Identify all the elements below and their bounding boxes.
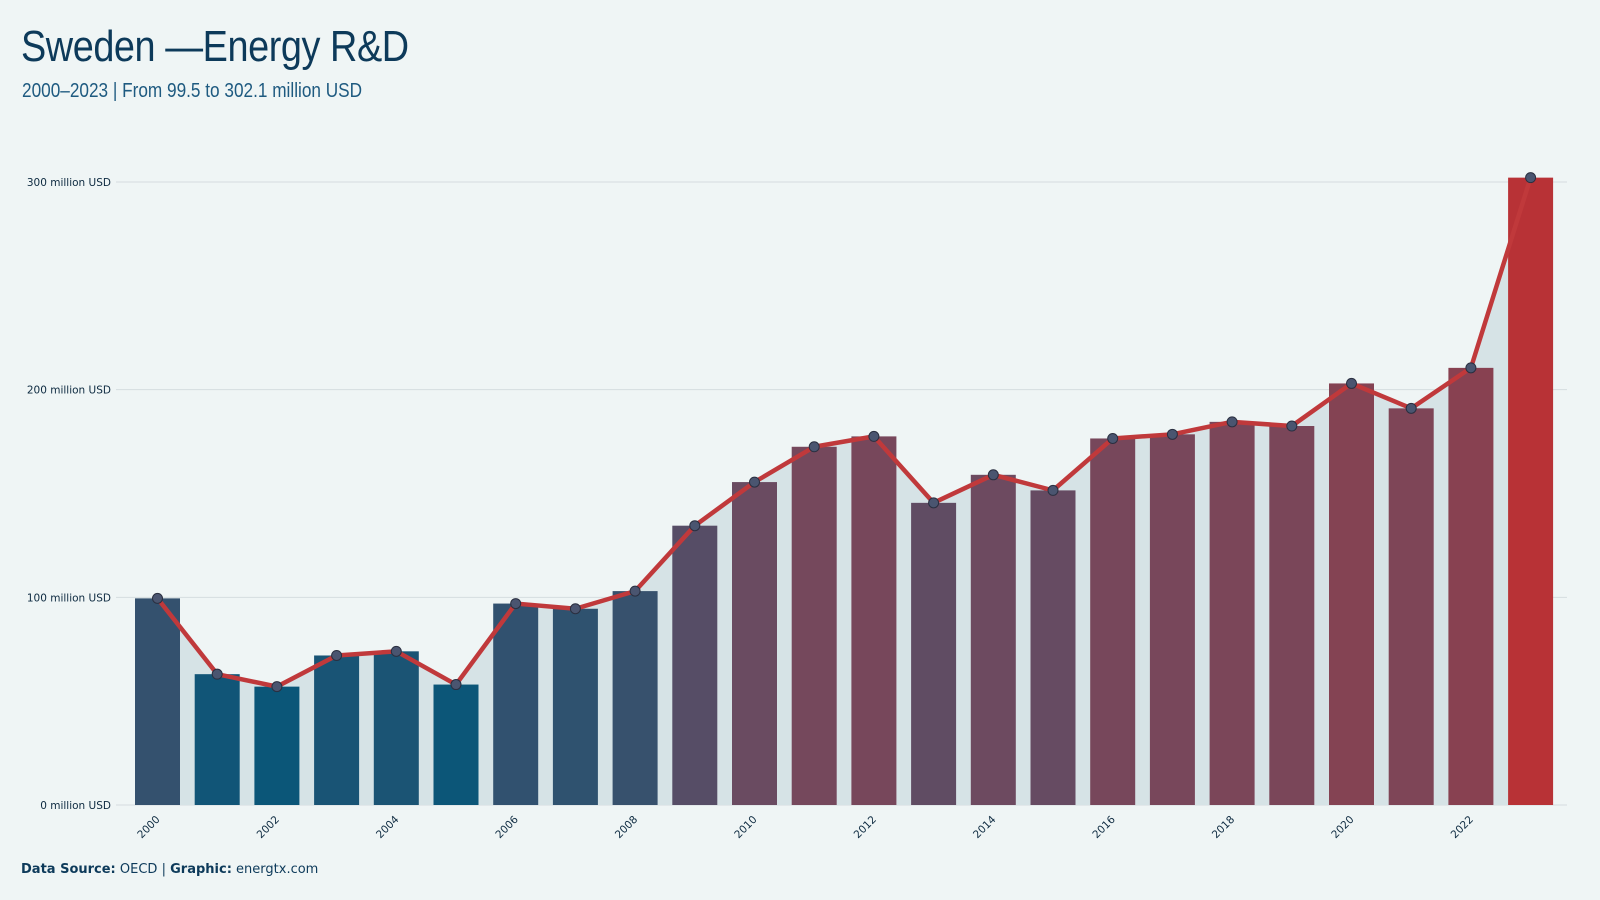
point-2008 <box>629 585 641 597</box>
bar-2013 <box>911 502 957 805</box>
x-axis-ticks: 2000 2002 2004 2006 2008 2010 2012 2014 2016 2018… <box>135 813 1476 841</box>
x-tick-label: 2006 <box>493 813 521 841</box>
point-2003 <box>331 649 343 661</box>
bars <box>135 177 1554 805</box>
bar-2012 <box>851 436 897 805</box>
bar-2022 <box>1448 367 1494 805</box>
x-tick-label: 2004 <box>374 813 402 841</box>
x-tick-label: 2020 <box>1329 814 1356 841</box>
point-2007 <box>569 603 581 615</box>
graphic-label: Graphic: <box>170 862 232 877</box>
bar-2006 <box>493 603 539 805</box>
x-tick-label: 2002 <box>255 814 282 841</box>
y-axis-ticks: 0 million USD 100 million USD 200 million … <box>27 177 111 812</box>
bar-2005 <box>433 684 479 805</box>
point-2002 <box>271 681 283 693</box>
point-2015 <box>1047 484 1059 496</box>
trend-line <box>155 176 1533 689</box>
point-2018 <box>1226 416 1238 428</box>
bar-2001 <box>194 674 240 805</box>
point-2009 <box>689 520 701 532</box>
point-2020 <box>1346 377 1357 389</box>
y-tick-label: 0 million USD <box>40 800 111 812</box>
source-value: OECD <box>119 862 158 877</box>
bar-2020 <box>1329 383 1374 805</box>
point-2004 <box>390 645 402 657</box>
point-2021 <box>1405 402 1417 414</box>
bar-2018 <box>1209 421 1255 805</box>
x-tick-label: 2022 <box>1449 814 1476 841</box>
bar-2016 <box>1090 438 1136 805</box>
point-2019 <box>1286 420 1298 432</box>
x-tick-label: 2014 <box>971 813 999 841</box>
source-label: Data Source: <box>21 862 116 877</box>
point-2001 <box>211 668 223 680</box>
footer-credits: Data Source: OECD | Graphic: energtx.com <box>21 862 318 877</box>
point-2013 <box>928 497 940 509</box>
chart-subtitle: 2000–2023 | From 99.5 to 302.1 million U… <box>22 80 363 102</box>
bar-2010 <box>732 482 777 805</box>
x-tick-label: 2010 <box>732 814 759 841</box>
point-2000 <box>152 592 163 604</box>
bar-2009 <box>672 525 718 805</box>
point-2010 <box>749 476 760 488</box>
footer-separator: | <box>161 862 166 877</box>
chart-title: Sweden —Energy R&D <box>21 22 409 71</box>
bar-2014 <box>970 474 1016 805</box>
bar-2003 <box>314 655 360 805</box>
point-2017 <box>1166 428 1178 440</box>
x-tick-label: 2000 <box>135 814 162 841</box>
bar-2019 <box>1269 426 1315 805</box>
y-tick-label: 300 million USD <box>27 177 111 189</box>
graphic-value: energtx.com <box>236 862 319 877</box>
bar-2000 <box>135 598 180 805</box>
trend-points <box>152 172 1537 693</box>
point-2011 <box>808 441 820 453</box>
point-2012 <box>868 430 880 442</box>
bar-2023 <box>1508 177 1554 805</box>
y-tick-label: 100 million USD <box>27 592 111 604</box>
x-tick-label: 2008 <box>613 814 640 841</box>
x-tick-label: 2012 <box>852 814 879 841</box>
point-2006 <box>510 598 522 610</box>
bar-2015 <box>1030 490 1076 805</box>
trend-area <box>157 177 1531 805</box>
bar-2017 <box>1149 434 1195 805</box>
bar-2007 <box>552 608 598 805</box>
x-tick-label: 2016 <box>1090 813 1118 841</box>
point-2022 <box>1465 362 1477 374</box>
x-tick-label: 2018 <box>1210 814 1237 841</box>
y-tick-label: 200 million USD <box>27 385 111 397</box>
bar-2011 <box>791 446 837 805</box>
point-2023 <box>1525 172 1537 184</box>
bar-2021 <box>1388 408 1434 805</box>
bar-2004 <box>373 651 419 805</box>
bar-2002 <box>254 686 300 805</box>
point-2005 <box>450 679 462 691</box>
bar-2008 <box>612 591 658 805</box>
point-2016 <box>1107 432 1119 444</box>
point-2014 <box>987 469 999 481</box>
